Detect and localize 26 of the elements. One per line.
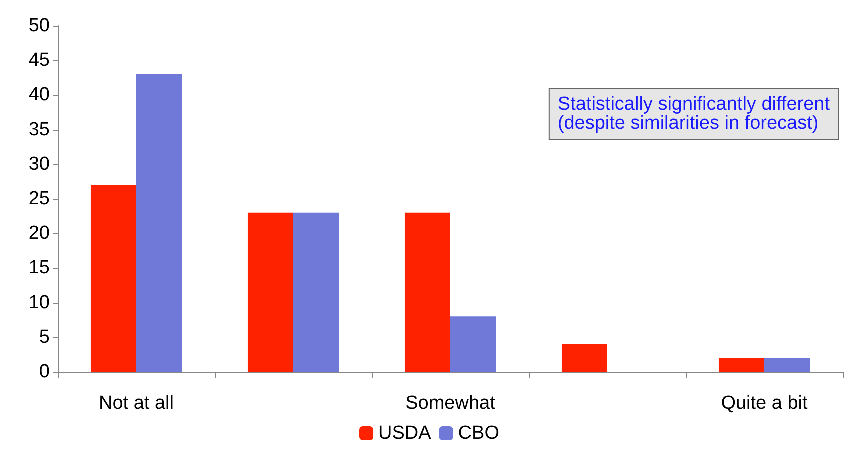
bar [294,212,340,372]
x-tick-label: Quite a bit [721,393,809,414]
y-tick-label: 30 [28,154,50,175]
y-tick-label: 0 [39,362,50,382]
y-tick-label: 5 [39,326,50,348]
x-tick-label: Not at all [99,393,174,414]
y-tick-label: 20 [28,223,50,244]
bar [248,212,294,372]
y-tick-label: 10 [28,292,50,314]
bar [90,185,136,372]
y-tick-label: 15 [28,258,50,279]
y-tick-label: 25 [28,188,50,210]
y-tick-label: 35 [28,119,50,140]
bar [764,358,810,372]
y-tick-label: 40 [28,84,50,106]
legend-label: USDA [378,423,432,444]
bar [136,74,182,372]
y-tick-label: 50 [28,16,50,36]
x-tick-label: Somewhat [406,393,496,414]
bar [562,344,608,372]
legend-label: CBO [458,423,500,444]
annotation: Statistically significantly different (despite similarities in forecast) [558,94,831,134]
bar [404,212,450,372]
bar [450,316,496,372]
y-tick-label: 45 [28,50,50,72]
bar [718,358,764,372]
